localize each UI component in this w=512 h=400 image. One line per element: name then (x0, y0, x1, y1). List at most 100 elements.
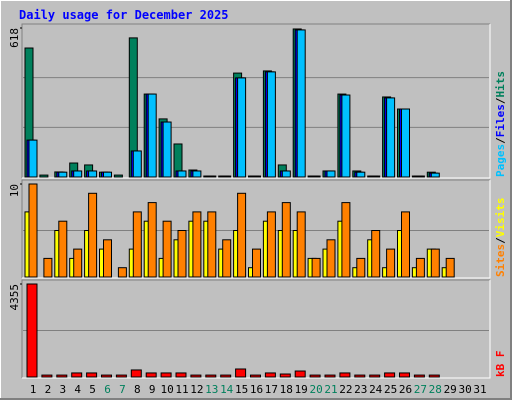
x-tick-label: 11 (175, 383, 188, 396)
x-tick-label: 21 (324, 383, 337, 396)
bar (356, 171, 366, 178)
bar (86, 372, 98, 378)
x-tick-label: 20 (309, 383, 322, 396)
legend: kB F (494, 351, 507, 378)
chart-title: Daily usage for December 2025 (19, 8, 229, 22)
bar (296, 29, 306, 178)
bar (103, 239, 112, 278)
bar (354, 374, 366, 378)
bar (326, 170, 336, 178)
x-tick-label: 10 (160, 383, 173, 396)
panel-bevel (21, 279, 490, 378)
legend-entry: kB F (494, 351, 507, 378)
bar (266, 211, 276, 278)
bar (58, 171, 68, 178)
bar (88, 192, 98, 278)
legend-entry: Files (494, 104, 507, 137)
bar (71, 372, 83, 378)
bar (56, 374, 68, 378)
x-tick-label: 27 (414, 383, 427, 396)
bar (207, 175, 217, 178)
bar (369, 374, 381, 378)
bar (339, 372, 351, 378)
bar (296, 211, 306, 278)
bar (428, 374, 440, 378)
bar (205, 374, 217, 378)
x-tick-label: 3 (59, 383, 66, 396)
bar (88, 170, 98, 178)
bar (132, 211, 142, 278)
bar (220, 374, 232, 378)
y-tick-label: 10 (8, 184, 21, 197)
bar (326, 239, 336, 278)
panel-bevel (21, 179, 490, 278)
bar (132, 150, 142, 178)
x-tick-label: 8 (134, 383, 141, 396)
bar (356, 257, 366, 278)
bar (222, 175, 232, 178)
bar (399, 372, 410, 378)
y-tick-label: 618 (8, 28, 21, 48)
bar (41, 374, 53, 378)
bar (401, 108, 410, 178)
x-tick-label: 22 (339, 383, 352, 396)
panel-bevel (22, 180, 491, 279)
bar (103, 171, 112, 178)
bar (324, 374, 336, 378)
bar (281, 202, 291, 278)
bar (177, 170, 187, 178)
bar (28, 183, 38, 278)
legend-entry: Pages (494, 144, 507, 177)
bar (130, 369, 142, 378)
bar (117, 267, 127, 278)
bar (73, 170, 83, 178)
bar (264, 372, 276, 378)
x-tick-label: 17 (265, 383, 278, 396)
bar (207, 211, 217, 278)
legend-separator: / (494, 137, 507, 144)
bar (430, 248, 440, 278)
x-tick-label: 18 (280, 383, 293, 396)
bar (386, 97, 396, 178)
bar (415, 257, 425, 278)
x-tick-label: 30 (458, 383, 471, 396)
bar (147, 202, 157, 278)
panel-bevel (21, 23, 490, 178)
bar (237, 192, 247, 278)
bar (115, 374, 127, 378)
bar (415, 175, 425, 178)
x-tick-label: 28 (429, 383, 442, 396)
x-tick-label: 12 (190, 383, 203, 396)
bar (43, 257, 53, 278)
bar (177, 230, 187, 278)
bar (160, 372, 172, 378)
x-tick-label: 14 (220, 383, 234, 396)
bar (281, 170, 291, 178)
bar (252, 175, 261, 178)
bar (175, 372, 187, 378)
panel (22, 280, 490, 378)
bar (413, 374, 425, 378)
legend: Sites/Visits (494, 198, 507, 278)
x-tick-label: 24 (369, 383, 383, 396)
x-tick-label: 29 (444, 383, 457, 396)
bar (237, 77, 247, 178)
bar (113, 174, 123, 178)
bar (311, 257, 321, 278)
bar (309, 374, 321, 378)
bar (294, 370, 306, 378)
bar (371, 175, 381, 178)
x-tick-label: 9 (149, 383, 156, 396)
bar (341, 202, 351, 278)
bar (101, 374, 112, 378)
bar (162, 220, 172, 278)
legend-separator: / (494, 237, 507, 244)
bar (145, 372, 157, 378)
y-tick-label: 4355 (8, 284, 21, 311)
bar (190, 374, 202, 378)
bar (147, 93, 157, 178)
legend-entry: Visits (494, 198, 507, 238)
bar (162, 121, 172, 178)
